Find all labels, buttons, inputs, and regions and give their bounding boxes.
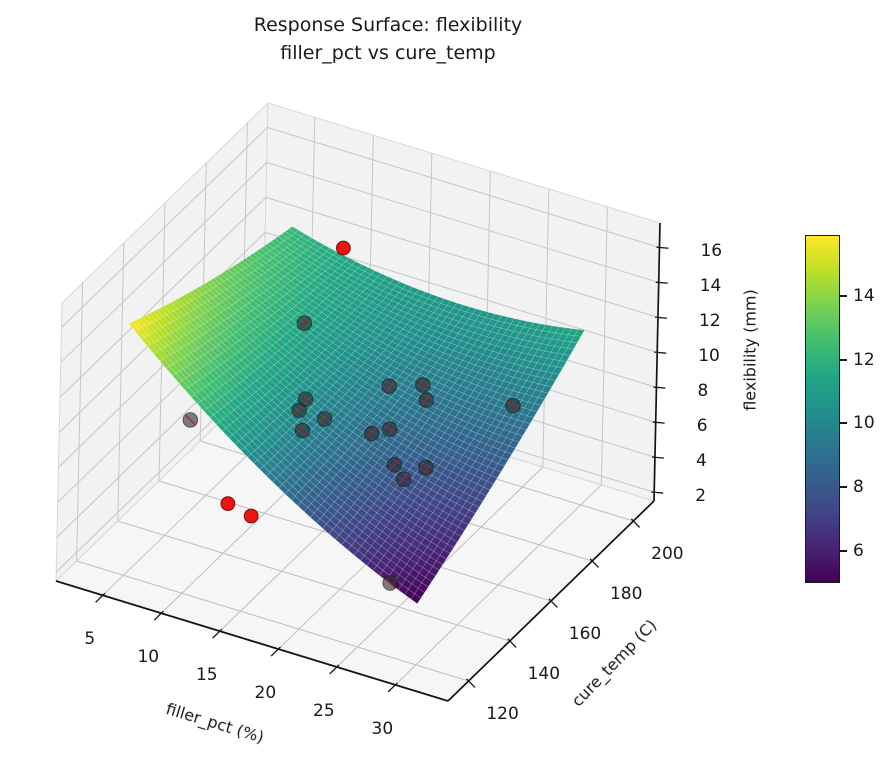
chart-title-block: Response Surface: flexibility filler_pct… — [254, 11, 523, 67]
z-axis-label: flexibility (mm) — [740, 289, 760, 411]
colorbar — [805, 235, 840, 583]
chart-subtitle: filler_pct vs cure_temp — [280, 42, 496, 64]
chart-title: Response Surface: flexibility — [253, 14, 523, 36]
colorbar-gradient — [806, 236, 839, 582]
